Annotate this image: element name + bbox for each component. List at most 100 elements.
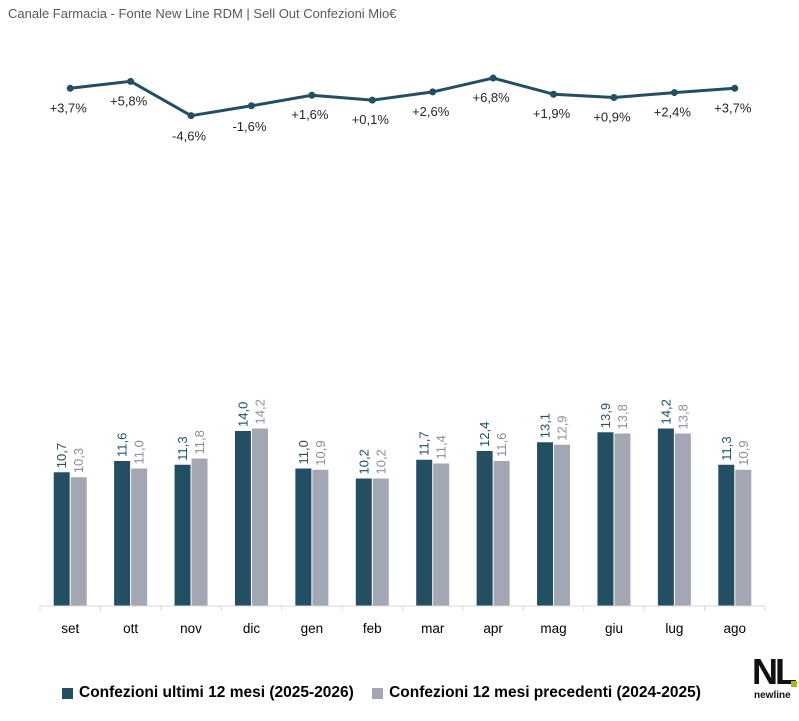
bar-label-previous: 12,9 (555, 415, 570, 440)
bar-current (174, 464, 191, 606)
growth-label: +5,8% (110, 93, 148, 108)
bar-current (476, 451, 493, 606)
bar-label-previous: 10,3 (71, 448, 86, 473)
bar-label-previous: 10,2 (373, 449, 388, 474)
bar-series-group: 10,7 10,311,6 11,0 11,3 11,814,0 14,211,0 10,9… (53, 399, 752, 606)
bar-label-current: 11,3 (719, 436, 734, 460)
x-tick-label: ott (123, 621, 138, 636)
growth-point (489, 74, 497, 82)
bar-previous (251, 428, 268, 606)
bar-current (416, 459, 433, 606)
growth-point (127, 77, 135, 85)
growth-label: -1,6% (232, 119, 266, 134)
bar-label-current: 14,0 (235, 402, 250, 427)
x-tick-label: ago (724, 621, 747, 636)
logo-wordmark: newline (754, 690, 791, 701)
bar-label-previous: 10,9 (313, 440, 328, 465)
legend-swatch-previous (372, 687, 384, 699)
bar-label-current: 13,9 (598, 403, 613, 428)
bar-current (53, 472, 70, 606)
bar-current (537, 442, 554, 606)
growth-point (66, 84, 74, 92)
growth-label: +2,6% (412, 104, 450, 119)
logo-green-square (791, 681, 797, 687)
growth-label: +6,8% (473, 90, 511, 105)
growth-label: +0,1% (352, 112, 390, 127)
growth-line (70, 76, 735, 118)
bar-current (718, 464, 735, 606)
growth-label: +3,7% (50, 100, 88, 115)
growth-line-group: +3,7% +5,8% -4,6% -1,6% +1,6% +0,1% +2,6% +6,8%… (50, 74, 752, 144)
x-tick-label: gen (301, 621, 324, 636)
bar-label-previous: 13,8 (675, 404, 690, 429)
bar-label-previous: 10,9 (736, 440, 751, 465)
growth-point (429, 88, 437, 96)
bar-current (657, 428, 674, 606)
bar-previous (674, 433, 691, 606)
bar-previous (735, 469, 752, 606)
growth-point (670, 89, 678, 97)
x-tick-label: giu (605, 621, 623, 636)
bar-current (597, 432, 614, 606)
legend: Confezioni ultimi 12 mesi (2025-2026) Co… (62, 684, 715, 704)
bar-label-current: 11,6 (115, 433, 130, 457)
legend-label-current: Confezioni ultimi 12 mesi (2025-2026) (79, 684, 354, 701)
growth-label: +3,7% (714, 100, 752, 115)
growth-point (731, 84, 739, 92)
growth-label: -4,6% (172, 129, 206, 144)
legend-label-previous: Confezioni 12 mesi precedenti (2024-2025… (389, 684, 701, 701)
bar-label-current: 12,4 (477, 422, 492, 447)
logo-mark: NL (752, 651, 797, 692)
growth-point (550, 90, 558, 98)
bar-label-current: 11,3 (175, 436, 190, 460)
bar-label-current: 13,1 (538, 413, 553, 438)
bar-label-previous: 13,8 (615, 404, 630, 429)
bar-previous (70, 477, 87, 606)
growth-point (368, 96, 376, 104)
x-tick-label: set (61, 621, 79, 636)
bar-current (295, 468, 312, 606)
x-tick-label: dic (243, 621, 261, 636)
bar-previous (131, 468, 148, 606)
bar-previous (191, 458, 208, 606)
bar-previous (372, 478, 389, 606)
growth-point (308, 91, 316, 99)
bar-label-current: 11,0 (296, 440, 311, 464)
x-tick-label: feb (363, 621, 382, 636)
bar-previous (493, 461, 510, 606)
chart-subtitle: Canale Farmacia - Fonte New Line RDM | S… (8, 6, 397, 21)
x-tick-label: nov (180, 621, 202, 636)
x-tick-label: apr (483, 621, 503, 636)
bar-current (234, 431, 251, 606)
bar-current (355, 478, 372, 606)
bar-current (114, 461, 131, 606)
growth-point (610, 94, 618, 102)
bar-label-current: 11,7 (417, 431, 432, 455)
legend-item-current: Confezioni ultimi 12 mesi (2025-2026) (62, 684, 354, 702)
growth-label: +1,9% (533, 106, 571, 121)
growth-label: +1,6% (291, 107, 329, 122)
bar-previous (554, 444, 571, 606)
bar-label-previous: 11,4 (434, 435, 449, 459)
growth-point (247, 102, 255, 110)
x-tick-label: lug (665, 621, 683, 636)
newline-logo: NL newline (752, 654, 798, 706)
bar-label-current: 14,2 (658, 399, 673, 424)
x-axis-labels: set ott nov dic gen feb mar apr mag giu lug ago (61, 621, 746, 636)
x-axis-ticks (39, 606, 766, 611)
growth-label: +2,4% (654, 105, 692, 120)
x-tick-label: mar (421, 621, 445, 636)
growth-point (187, 112, 195, 120)
bar-label-previous: 11,8 (192, 430, 207, 454)
legend-item-previous: Confezioni 12 mesi precedenti (2024-2025… (372, 684, 701, 702)
bar-previous (614, 433, 631, 606)
bar-label-previous: 11,6 (494, 433, 509, 457)
x-tick-label: mag (540, 621, 566, 636)
bar-previous (433, 463, 450, 606)
bar-label-current: 10,7 (54, 443, 69, 468)
bar-label-previous: 11,0 (132, 440, 147, 464)
bar-label-previous: 14,2 (252, 399, 267, 424)
legend-swatch-current (62, 687, 73, 699)
chart-canvas: 10,7 10,311,6 11,0 11,3 11,814,0 14,211,0 10,9… (39, 74, 766, 636)
bar-previous (312, 469, 329, 606)
